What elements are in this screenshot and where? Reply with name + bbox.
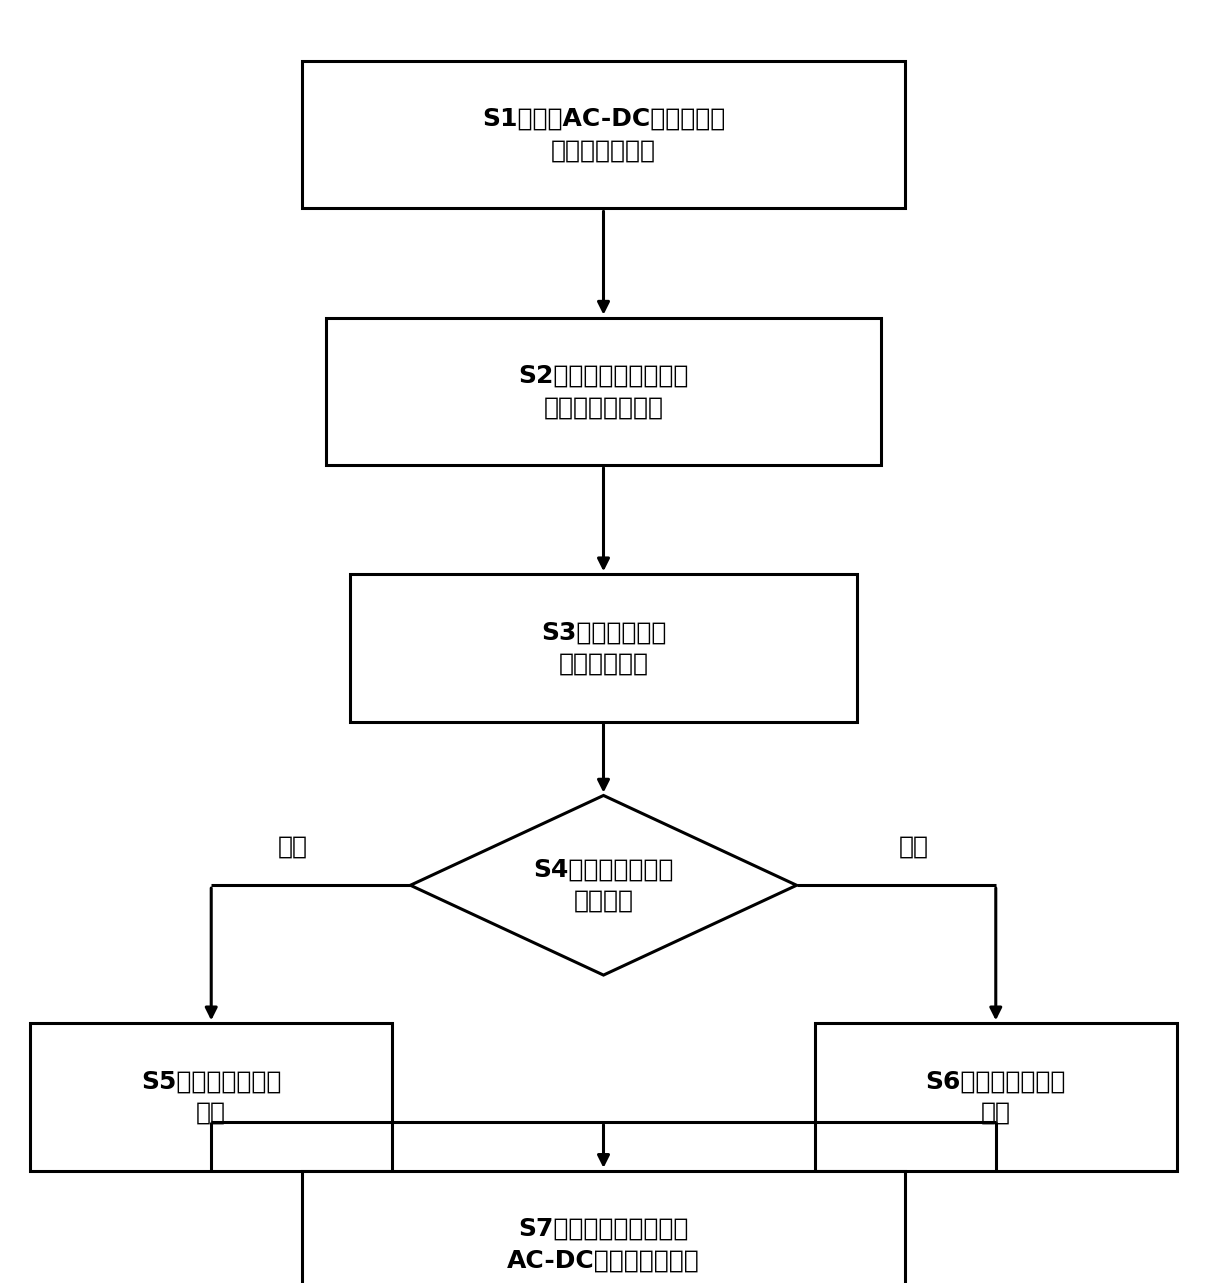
Text: S1：获取AC-DC变换电路的
输出电流、电压: S1：获取AC-DC变换电路的 输出电流、电压 (482, 106, 725, 163)
Bar (326, 318, 881, 466)
Text: S2：充电状态检测电路
获知负载充电阶段: S2：充电状态检测电路 获知负载充电阶段 (518, 363, 689, 420)
Bar (350, 575, 857, 721)
Text: S6：生成电压调制
信号: S6：生成电压调制 信号 (926, 1069, 1066, 1125)
Text: S3：无线反馈至
原边控制电路: S3：无线反馈至 原边控制电路 (541, 620, 666, 676)
Bar (302, 1170, 905, 1283)
Text: S7：生成驱动信号控制
AC-DC变换电路的输出: S7：生成驱动信号控制 AC-DC变换电路的输出 (507, 1216, 700, 1273)
Bar (815, 1024, 1177, 1170)
Bar (30, 1024, 392, 1170)
Text: 恒流: 恒流 (278, 835, 308, 858)
Text: S5：生成电流调制
信号: S5：生成电流调制 信号 (141, 1069, 281, 1125)
Text: 恒压: 恒压 (899, 835, 929, 858)
Bar (302, 60, 905, 208)
Text: S4：判断负载所需
充电类型: S4：判断负载所需 充电类型 (533, 857, 674, 913)
Polygon shape (410, 795, 797, 975)
